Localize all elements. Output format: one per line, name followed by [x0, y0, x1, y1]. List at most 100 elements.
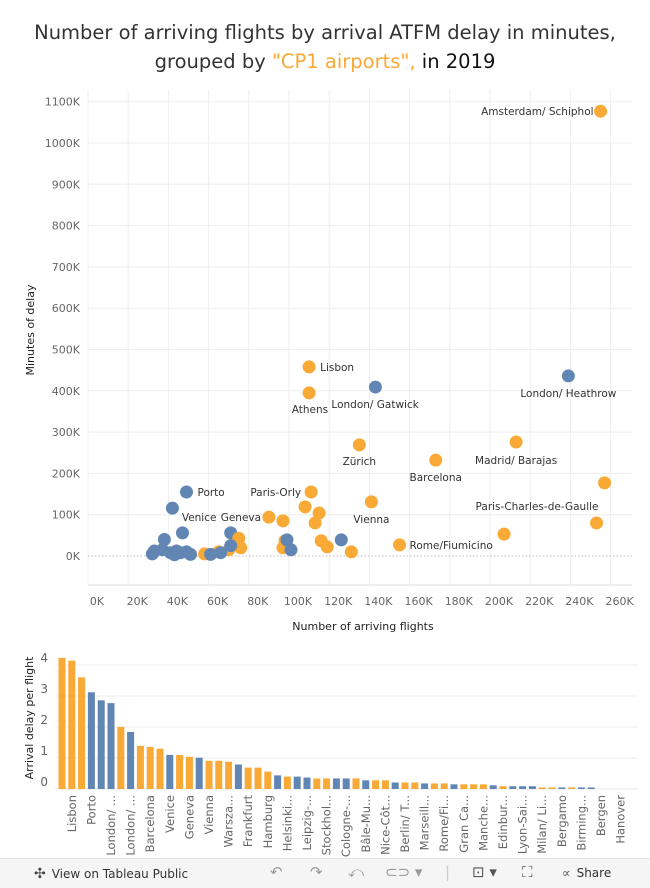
bar-category-label: Geneva — [182, 795, 196, 839]
share-label: Share — [576, 866, 612, 880]
bar — [332, 778, 340, 789]
bar — [117, 727, 125, 789]
undo-icon[interactable]: ↶ — [270, 863, 283, 881]
bar-category-label: Marseill... — [418, 795, 432, 850]
x-tick-label: 240K — [565, 595, 594, 608]
bar-category-label: London/ ... — [124, 795, 138, 856]
scatter-point — [304, 485, 318, 499]
scatter-point — [157, 532, 171, 546]
x-tick-label: 40K — [167, 595, 189, 608]
refresh-icon[interactable]: ⊂⊃ ▾ — [385, 863, 423, 881]
bar — [470, 784, 478, 789]
title-prefix: grouped by — [154, 50, 272, 73]
y-axis-title: Minutes of delay — [24, 284, 37, 375]
download-icon[interactable]: ⊡ ▾ — [472, 863, 497, 881]
fullscreen-icon[interactable]: ⛶ — [522, 863, 533, 881]
bar — [460, 784, 468, 789]
bar — [107, 703, 115, 789]
scatter-point — [165, 501, 179, 515]
scatter-point — [179, 485, 193, 499]
bar-category-label: Vienna — [202, 795, 216, 835]
scatter-point — [262, 510, 276, 524]
y-tick-label: 900K — [52, 178, 81, 191]
bar-category-label: Edinbur... — [496, 795, 510, 849]
point-label: Lisbon — [320, 362, 354, 374]
bar — [411, 782, 419, 789]
point-label: Porto — [197, 487, 224, 499]
scatter-point — [590, 516, 604, 530]
point-label: Barcelona — [410, 472, 462, 484]
bar — [225, 761, 233, 789]
charts-svg: 0K 20K 40K 60K 80K 100K 120K 140K 160K 180K 200K 22… — [23, 90, 638, 857]
bar-category-label: Milan/ Li... — [535, 795, 549, 854]
scatter-point — [334, 533, 348, 547]
bar-category-label: Rome/Fi... — [437, 795, 451, 852]
bar-category-label: Hanover — [614, 795, 628, 844]
bar — [264, 771, 272, 789]
bar-y-tick-label: 4 — [40, 651, 48, 665]
bar-category-label: London/ ... — [104, 795, 118, 856]
scatter-point — [393, 538, 407, 552]
bar-category-label: Frankfurt — [241, 795, 255, 848]
point-label: Venice — [182, 512, 217, 524]
bar — [372, 780, 380, 789]
y-tick-label: 500K — [52, 344, 81, 357]
bar-category-label: Leipzig-... — [300, 795, 314, 850]
bar — [587, 787, 595, 789]
x-tick-label: 220K — [525, 595, 554, 608]
scatter-point — [320, 540, 334, 554]
bar — [401, 782, 409, 789]
bar — [558, 787, 566, 789]
scatter-point — [302, 386, 316, 400]
x-tick-label: 20K — [127, 595, 149, 608]
bar — [577, 787, 585, 789]
scatter-point — [284, 543, 298, 557]
bar-category-label: Lyon-Sai... — [516, 795, 530, 854]
bar-category-label: Stockhol... — [320, 795, 334, 855]
bar-y-tick-label: 1 — [40, 744, 48, 758]
point-label: London/ Heathrow — [520, 388, 616, 400]
bar-category-label: Venice — [163, 795, 177, 833]
y-tick-label: 400K — [52, 385, 81, 398]
point-label: Zürich — [343, 456, 377, 468]
bar — [381, 780, 389, 789]
x-tick-label: 0K — [90, 595, 105, 608]
scatter-point — [561, 369, 575, 383]
bar — [166, 754, 174, 789]
bar-category-label: Bâle-Mu... — [359, 795, 373, 853]
bar — [313, 778, 321, 789]
bar — [244, 767, 252, 789]
x-tick-label: 180K — [445, 595, 474, 608]
scatter-point — [312, 506, 326, 520]
bar-category-label: Barcelona — [143, 795, 157, 852]
y-tick-label: 800K — [52, 220, 81, 233]
bar-y-tick-label: 2 — [40, 713, 48, 727]
bar — [68, 660, 76, 789]
bar-category-label: Berlin/ T... — [398, 795, 412, 853]
x-tick-label: 100K — [284, 595, 313, 608]
y-tick-label: 0K — [66, 550, 81, 563]
scatter-point — [204, 547, 218, 561]
x-tick-label: 200K — [485, 595, 514, 608]
bar-y-tick-label: 3 — [40, 682, 48, 696]
share-button[interactable]: ∝ Share — [562, 866, 611, 880]
bar — [391, 782, 399, 789]
point-label: Rome/Fiumicino — [410, 540, 493, 552]
y-tick-label: 1000K — [45, 137, 81, 150]
bar — [548, 787, 556, 789]
revert-icon[interactable]: ⤺ — [348, 863, 365, 881]
bar — [421, 783, 429, 789]
redo-icon[interactable]: ↷ — [310, 863, 323, 881]
scatter-point — [234, 541, 248, 555]
title-line-2: grouped by "CP1 airports", in 2019 — [0, 47, 650, 76]
bar — [303, 777, 311, 789]
bar — [528, 786, 536, 789]
bar-y-axis-title: Arrival delay per flight — [23, 656, 36, 779]
point-label: Paris-Orly — [250, 487, 301, 499]
point-label: Madrid/ Barajas — [475, 455, 557, 467]
bar — [342, 778, 350, 789]
scatter-point — [298, 500, 312, 514]
view-on-tableau-button[interactable]: ✣ View on Tableau Public — [34, 866, 188, 882]
bar-category-label: Warsza... — [222, 795, 236, 847]
x-tick-label: 140K — [364, 595, 393, 608]
